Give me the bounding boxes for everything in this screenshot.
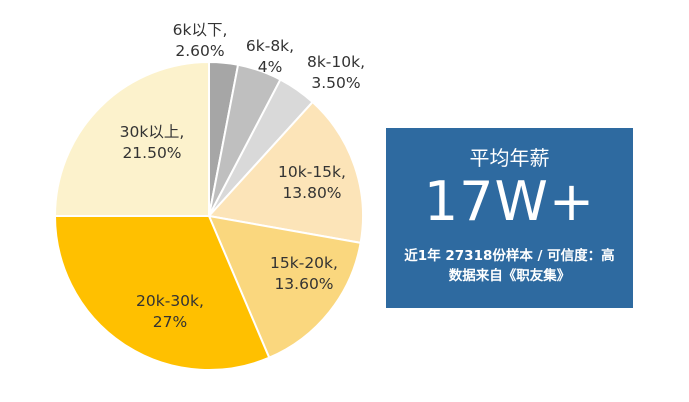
pie-label-2: 8k-10k, 3.50% bbox=[307, 53, 365, 92]
pie-label-5: 20k-30k, 27% bbox=[136, 292, 204, 331]
pie-slice-4 bbox=[207, 214, 362, 360]
sample-note-line-1: 近1年 27318份样本 / 可信度：高 bbox=[404, 248, 615, 264]
pie-slice-6 bbox=[53, 60, 210, 217]
pie-slice-3 bbox=[207, 100, 364, 245]
sample-note: 近1年 27318份样本 / 可信度：高 数据来自《职友集》 bbox=[392, 246, 627, 286]
pie-labels: 6k以下, 2.60% 6k-8k, 4% 8k-10k, 3.50% 10k-15k, 13… bbox=[120, 21, 365, 331]
pie-label-3: 10k-15k, 13.80% bbox=[278, 163, 346, 202]
average-salary-title: 平均年薪 bbox=[469, 146, 550, 170]
pie-slice-5 bbox=[53, 215, 271, 371]
pie-slices bbox=[53, 60, 364, 371]
pie-label-1: 6k-8k, 4% bbox=[246, 37, 294, 76]
sample-note-line-2: 数据来自《职友集》 bbox=[448, 268, 571, 284]
average-salary-panel: 平均年薪 17W+ 近1年 27318份样本 / 可信度：高 数据来自《职友集》 bbox=[386, 128, 633, 308]
pie-label-0: 6k以下, 2.60% bbox=[173, 21, 228, 60]
average-salary-value: 17W+ bbox=[423, 170, 596, 233]
pie-label-4: 15k-20k, 13.60% bbox=[270, 254, 338, 293]
pie-label-6: 30k以上, 21.50% bbox=[120, 123, 185, 162]
